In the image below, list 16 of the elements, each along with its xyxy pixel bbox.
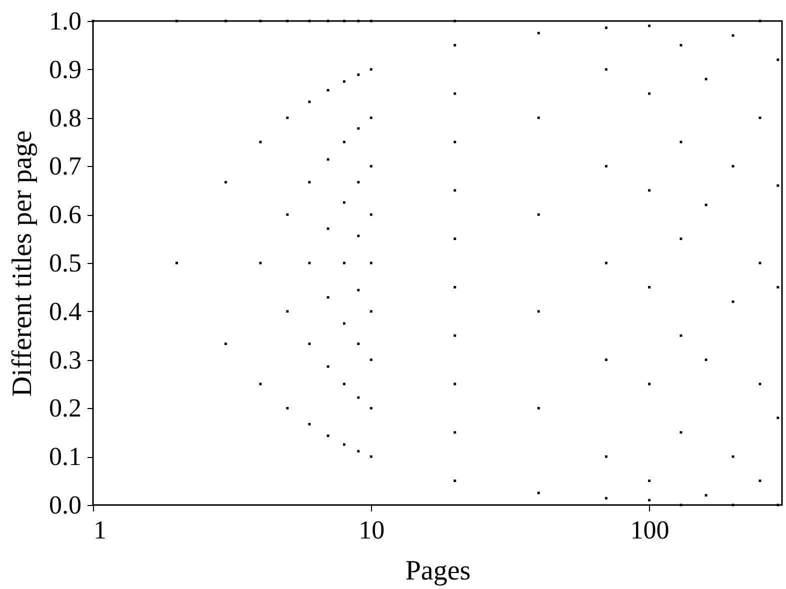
y-tick-label: 0.8 (49, 103, 82, 132)
x-tick-label: 100 (630, 516, 670, 544)
y-tick-label: 0.9 (49, 54, 82, 84)
x-tick-label: 10 (358, 516, 385, 544)
x-axis-title: Pages (405, 556, 471, 586)
y-tick-label: 0.3 (49, 345, 82, 374)
y-tick-label: 1.0 (49, 6, 82, 36)
y-tick-label: 0.6 (49, 200, 82, 230)
y-tick-label: 0.0 (49, 490, 82, 520)
y-axis-title: Different titles per page (7, 130, 38, 397)
y-tick-label: 0.7 (49, 152, 82, 181)
y-tick-label: 0.2 (49, 394, 82, 423)
y-tick-label: 0.1 (49, 442, 82, 472)
y-tick-label: 0.4 (49, 296, 82, 326)
y-tick-label: 0.5 (49, 248, 82, 278)
x-tick-label: 1 (94, 516, 106, 544)
